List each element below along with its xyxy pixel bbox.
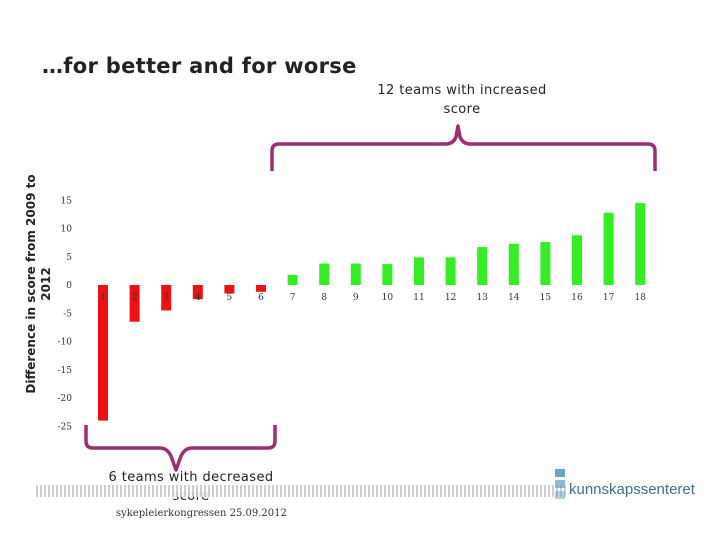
bar-team-12 [445, 257, 456, 285]
bar-team-4 [192, 285, 203, 300]
y-tick-label: -25 [58, 422, 73, 432]
y-axis-label: Difference in score from 2009 to 2012 [24, 174, 53, 394]
x-tick-label: 8 [321, 293, 327, 303]
y-tick-label: -10 [58, 338, 73, 348]
logo-icon [555, 469, 565, 499]
x-tick-label: 9 [353, 293, 359, 303]
bar-team-15 [540, 242, 551, 285]
bar-team-6 [256, 285, 266, 292]
x-axis-ticks: 1 2 3 4 5 6 7 8 9 10 11 12 13 14 15 16 17 18 [100, 293, 646, 303]
bar-team-10 [382, 264, 393, 285]
x-tick-label: 11 [413, 293, 424, 303]
bar-team-7 [287, 274, 298, 285]
x-tick-label: 15 [540, 293, 552, 303]
increased-callout: 12 teams with increased score [377, 83, 547, 117]
x-tick-label: 7 [290, 293, 296, 303]
bar-team-9 [350, 263, 361, 285]
y-axis-ticks: 15 10 5 0 -5 -10 -15 -20 -25 [58, 196, 73, 432]
decrease-brace [84, 425, 277, 472]
y-tick-label: 15 [61, 196, 73, 206]
x-tick-label: 6 [258, 293, 264, 303]
bar-team-2 [129, 285, 140, 322]
x-tick-label: 17 [603, 293, 615, 303]
footer-barcode-strip [36, 485, 566, 497]
y-tick-label: 10 [61, 225, 73, 235]
x-tick-label: 16 [571, 293, 583, 303]
x-tick-label: 2 [132, 293, 138, 303]
y-tick-label: 0 [66, 281, 72, 291]
bar-team-14 [508, 243, 519, 285]
increase-brace [270, 124, 657, 171]
x-tick-label: 14 [508, 293, 520, 303]
bar-team-3 [161, 285, 172, 311]
x-tick-label: 1 [100, 293, 106, 303]
x-tick-label: 12 [445, 293, 456, 303]
y-tick-label: -20 [58, 394, 73, 404]
y-tick-label: -15 [58, 366, 73, 376]
footer-text: sykepleierkongressen 25.09.2012 [116, 508, 287, 519]
chart-bars [98, 203, 646, 421]
bar-team-17 [603, 212, 614, 285]
bar-team-5 [224, 285, 235, 294]
bar-team-1 [98, 285, 108, 421]
y-tick-label: -5 [63, 309, 72, 319]
x-tick-label: 3 [163, 293, 169, 303]
bar-team-16 [572, 235, 582, 285]
x-tick-label: 18 [634, 293, 646, 303]
x-tick-label: 5 [227, 293, 233, 303]
bar-team-13 [477, 247, 488, 285]
bar-team-8 [319, 263, 330, 285]
y-tick-label: 5 [66, 253, 72, 263]
bar-team-11 [414, 257, 424, 285]
x-tick-label: 4 [195, 293, 201, 303]
logo-text: kunnskapssenteret [569, 481, 695, 498]
x-tick-label: 10 [382, 293, 394, 303]
bar-team-18 [635, 203, 646, 285]
slide-title: …for better and for worse [42, 54, 357, 78]
x-tick-label: 13 [476, 293, 488, 303]
